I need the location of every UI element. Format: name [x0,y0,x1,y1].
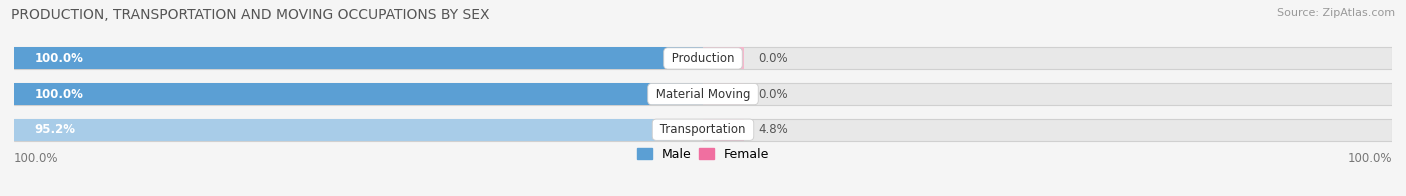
Bar [14,47,703,70]
Text: 100.0%: 100.0% [35,88,83,101]
Bar [14,119,669,141]
Bar [703,83,744,105]
Legend: Male, Female: Male, Female [637,148,769,161]
Bar [14,47,1392,70]
Bar [703,47,744,70]
Text: 4.8%: 4.8% [758,123,787,136]
Text: 95.2%: 95.2% [35,123,76,136]
Text: 0.0%: 0.0% [758,88,787,101]
Text: Production: Production [668,52,738,65]
Text: 100.0%: 100.0% [35,52,83,65]
Bar [14,83,703,105]
Text: Transportation: Transportation [657,123,749,136]
Text: Material Moving: Material Moving [652,88,754,101]
Text: PRODUCTION, TRANSPORTATION AND MOVING OCCUPATIONS BY SEX: PRODUCTION, TRANSPORTATION AND MOVING OC… [11,8,489,22]
Text: 0.0%: 0.0% [758,52,787,65]
Text: 100.0%: 100.0% [1347,152,1392,165]
Bar [14,83,1392,105]
Bar [14,119,1392,141]
Bar [703,119,744,141]
Text: Source: ZipAtlas.com: Source: ZipAtlas.com [1277,8,1395,18]
Text: 100.0%: 100.0% [14,152,59,165]
